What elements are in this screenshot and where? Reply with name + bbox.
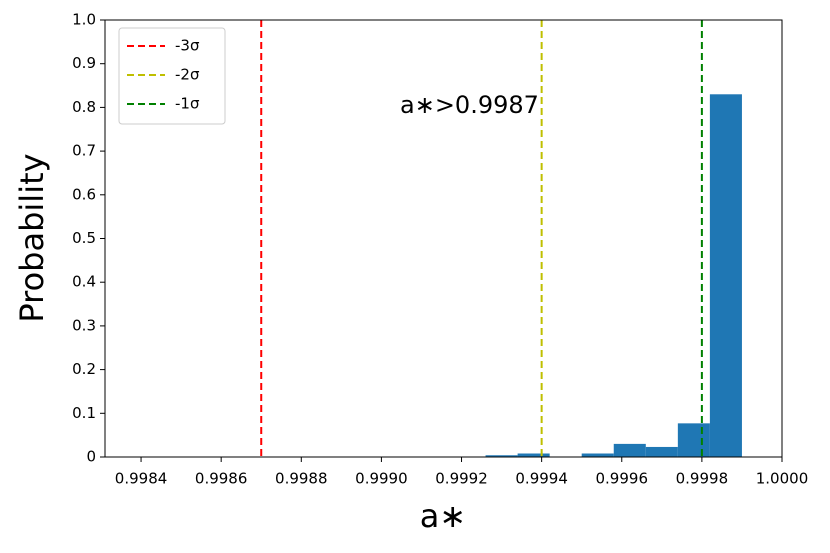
x-tick-label: 0.9996 <box>596 470 649 488</box>
bar <box>709 94 742 457</box>
x-tick-label: 0.9984 <box>115 470 168 488</box>
x-tick-label: 0.9998 <box>676 470 729 488</box>
y-tick-label: 0.4 <box>72 273 96 291</box>
x-tick-label: 0.9986 <box>195 470 248 488</box>
y-tick-label: 0.6 <box>72 185 96 203</box>
legend-label: -1σ <box>175 95 200 113</box>
y-tick-label: 1.0 <box>72 11 96 29</box>
x-tick-label: 0.9992 <box>435 470 488 488</box>
y-tick-label: 0 <box>86 448 96 466</box>
y-axis-label: Probability <box>13 153 51 322</box>
annotation: a∗>0.9987 <box>400 91 539 119</box>
bar <box>645 446 678 457</box>
y-tick-label: 0.9 <box>72 54 96 72</box>
bar <box>517 453 550 457</box>
y-tick-label: 0.2 <box>72 360 96 378</box>
y-tick-label: 0.1 <box>72 404 96 422</box>
legend-box <box>118 27 226 125</box>
bar <box>485 455 518 457</box>
y-tick-label: 0.8 <box>72 98 96 116</box>
y-tick-label: 0.5 <box>72 229 96 247</box>
legend-label: -3σ <box>175 37 200 55</box>
x-axis-label: a∗ <box>420 497 466 535</box>
x-tick-label: 0.9988 <box>275 470 328 488</box>
bar <box>581 453 614 457</box>
legend-label: -2σ <box>175 66 200 84</box>
bar <box>613 443 646 457</box>
y-tick-label: 0.7 <box>72 142 96 160</box>
x-tick-label: 0.9990 <box>355 470 408 488</box>
x-tick-label: 0.9994 <box>515 470 568 488</box>
x-tick-label: 1.0000 <box>756 470 809 488</box>
y-tick-label: 0.3 <box>72 316 96 334</box>
bar <box>677 423 710 457</box>
